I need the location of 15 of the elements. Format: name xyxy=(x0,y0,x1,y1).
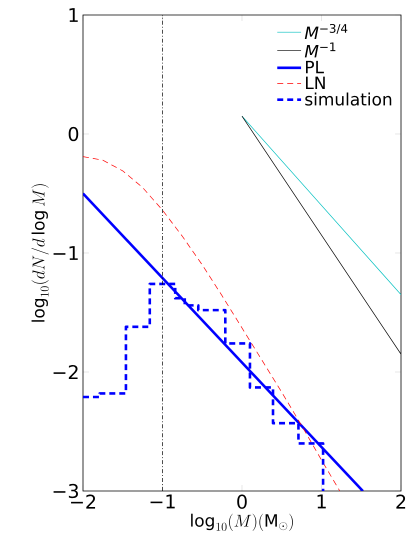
legend-label: simulation xyxy=(305,92,392,106)
y-tick-label: 0 xyxy=(68,126,78,142)
x-tick-label: 2 xyxy=(396,494,406,509)
legend-label: LN xyxy=(306,76,325,90)
x-tick-label: 0 xyxy=(237,494,247,509)
x-axis-title: $\log_{10}(M)(\mathrm{M}_\odot)$ xyxy=(191,514,293,531)
legend-label: PL xyxy=(306,60,324,74)
y-axis-title: $\log_{10}(dN/d\log M)$ xyxy=(32,184,49,322)
y-tick-label: −2 xyxy=(54,364,78,380)
legend-label: M$^{−1}$ xyxy=(304,42,336,58)
y-tick-label: −1 xyxy=(54,246,78,260)
y-tick-label: 1 xyxy=(70,8,78,22)
legend-label: M$^{−3/4}$ xyxy=(304,24,348,39)
x-tick-label: −1 xyxy=(150,494,175,508)
x-tick-label: 1 xyxy=(318,494,326,508)
